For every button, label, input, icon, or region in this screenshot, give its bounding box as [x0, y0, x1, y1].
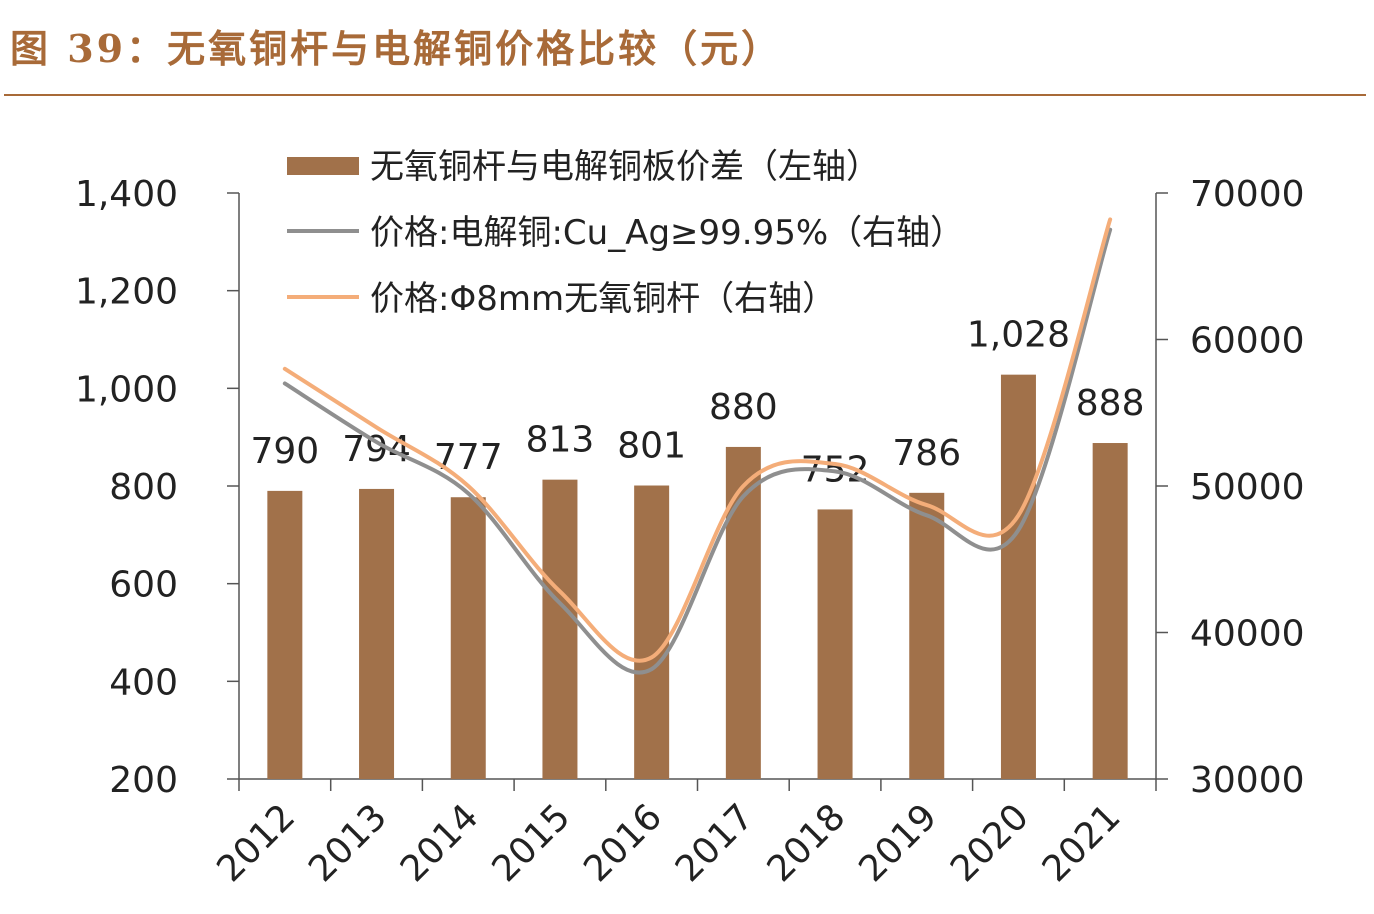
- bar-data-label: 888: [1076, 383, 1145, 424]
- bar-data-label: 813: [526, 420, 595, 461]
- bar: [450, 497, 486, 779]
- bar: [817, 509, 853, 779]
- legend-swatch-bar: [287, 157, 359, 175]
- bar-data-label: 801: [617, 426, 686, 467]
- right-tick-label: 60000: [1190, 321, 1305, 362]
- x-tick-label: 2016: [576, 796, 670, 890]
- x-tick-label: 2020: [943, 796, 1037, 890]
- bar: [909, 492, 945, 779]
- right-tick-label: 50000: [1190, 467, 1305, 508]
- left-tick-label: 600: [109, 565, 178, 606]
- x-tick-label: 2013: [301, 796, 395, 890]
- figure-title: 图 39：无氧铜杆与电解铜价格比较（元）: [10, 26, 783, 71]
- bar-data-label: 794: [342, 429, 411, 470]
- bar: [359, 488, 395, 779]
- legend-label-bar: 无氧铜杆与电解铜板价差（左轴）: [370, 147, 880, 187]
- x-tick-label: 2017: [668, 796, 762, 890]
- title-divider: [4, 94, 1366, 96]
- bar: [267, 490, 303, 779]
- legend-label-rod: 价格:Φ8mm无氧铜杆（右轴）: [370, 279, 836, 319]
- right-tick-label: 40000: [1190, 614, 1305, 655]
- bar: [1092, 443, 1128, 779]
- series-line-oxygen-free-rod: [282, 217, 1113, 663]
- bar: [542, 479, 578, 779]
- right-tick-label: 30000: [1190, 760, 1305, 801]
- bar-data-label: 880: [709, 387, 778, 428]
- x-tick-label: 2018: [760, 796, 854, 890]
- x-tick-label: 2015: [485, 796, 579, 890]
- left-tick-label: 1,400: [75, 174, 178, 215]
- left-tick-label: 1,000: [75, 369, 178, 410]
- x-tick-label: 2019: [851, 796, 945, 890]
- bar-data-label: 790: [250, 431, 319, 472]
- left-tick-label: 400: [109, 662, 178, 703]
- bar-data-label: 1,028: [967, 315, 1070, 356]
- bar-data-label: 786: [892, 433, 961, 474]
- bar: [634, 485, 670, 779]
- right-tick-label: 70000: [1190, 174, 1305, 215]
- bar: [1000, 374, 1036, 779]
- legend-label-electrolytic: 价格:电解铜:Cu_Ag≥99.95%（右轴）: [370, 213, 964, 253]
- left-tick-label: 1,200: [75, 272, 178, 313]
- x-tick-label: 2021: [1035, 796, 1129, 890]
- bar-data-label: 777: [434, 437, 503, 478]
- left-tick-label: 200: [109, 760, 178, 801]
- series-line-electrolytic-copper: [282, 227, 1113, 675]
- x-tick-label: 2012: [209, 796, 303, 890]
- x-tick-label: 2014: [393, 796, 487, 890]
- left-tick-label: 800: [109, 467, 178, 508]
